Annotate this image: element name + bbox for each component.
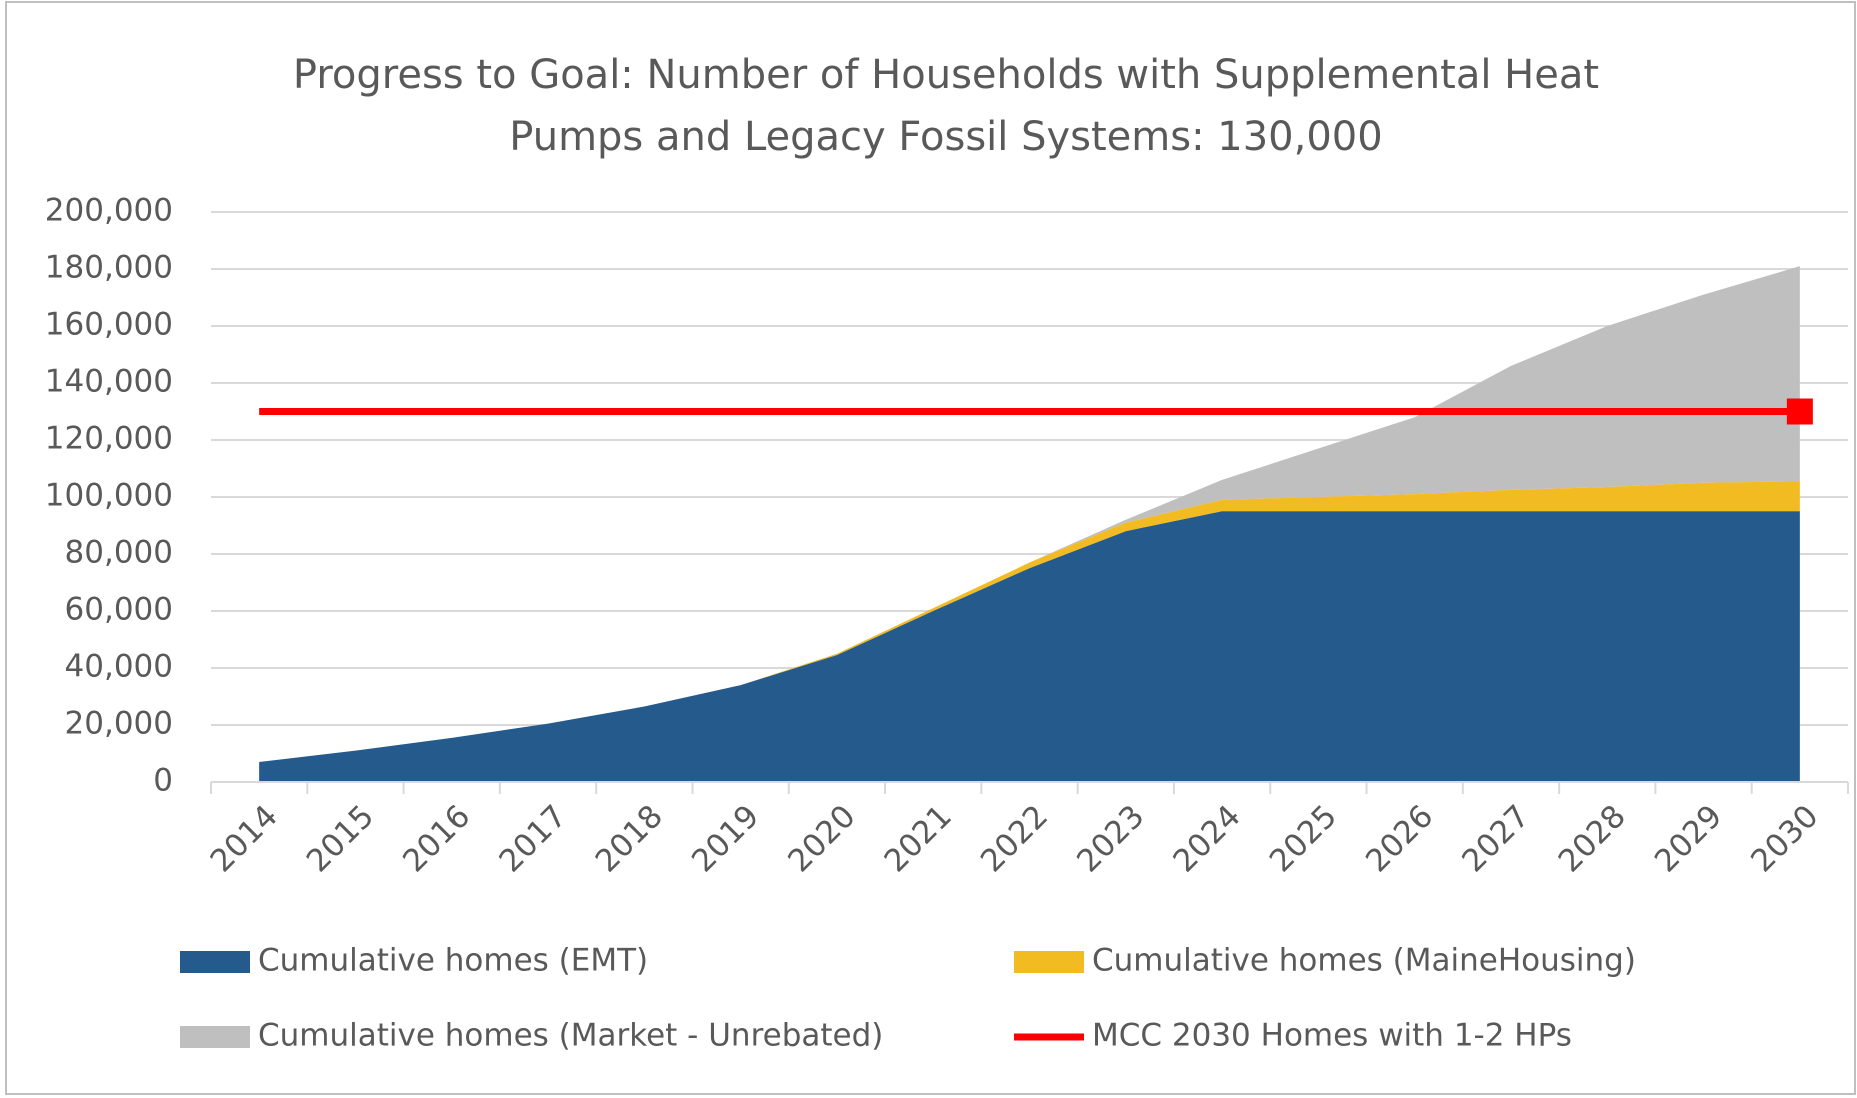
x-tick-label: 2026 bbox=[1359, 798, 1440, 879]
x-tick-label: 2023 bbox=[1070, 798, 1151, 879]
legend-swatch bbox=[180, 951, 250, 973]
y-tick-label: 140,000 bbox=[45, 364, 173, 400]
chart-border bbox=[5, 1, 1856, 1095]
x-tick-label: 2017 bbox=[492, 798, 573, 879]
area bbox=[259, 481, 1800, 763]
x-tick-label: 2030 bbox=[1744, 798, 1825, 879]
y-tick-label: 80,000 bbox=[65, 535, 173, 571]
x-tick-label: 2021 bbox=[878, 798, 959, 879]
y-tick-label: 180,000 bbox=[45, 250, 173, 286]
y-tick-label: 0 bbox=[153, 763, 173, 799]
legend-label: Cumulative homes (Market - Unrebated) bbox=[258, 1018, 883, 1054]
area bbox=[259, 511, 1800, 782]
x-tick-label: 2024 bbox=[1167, 798, 1248, 879]
x-tick-label: 2022 bbox=[974, 798, 1055, 879]
y-tick-label: 40,000 bbox=[65, 649, 173, 685]
legend-swatch bbox=[180, 1026, 250, 1048]
y-tick-label: 100,000 bbox=[45, 478, 173, 514]
y-tick-label: 60,000 bbox=[65, 592, 173, 628]
x-tick-label: 2025 bbox=[1263, 798, 1344, 879]
x-tick-label: 2029 bbox=[1648, 798, 1729, 879]
chart-title: Progress to Goal: Number of Households w… bbox=[292, 52, 1600, 160]
legend-label: Cumulative homes (MaineHousing) bbox=[1092, 943, 1636, 979]
y-tick-label: 120,000 bbox=[45, 421, 173, 457]
x-tick-label: 2014 bbox=[204, 798, 285, 879]
legend-label: Cumulative homes (EMT) bbox=[258, 943, 648, 979]
x-tick-label: 2016 bbox=[396, 798, 477, 879]
y-tick-label: 20,000 bbox=[65, 706, 173, 742]
x-tick-label: 2015 bbox=[300, 798, 381, 879]
legend-swatch bbox=[1014, 951, 1084, 973]
y-tick-label: 160,000 bbox=[45, 307, 173, 343]
area bbox=[259, 266, 1800, 763]
line-marker bbox=[1786, 398, 1813, 425]
x-tick-label: 2028 bbox=[1552, 798, 1633, 879]
x-tick-label: 2018 bbox=[589, 798, 670, 879]
legend-label: MCC 2030 Homes with 1-2 HPs bbox=[1092, 1018, 1572, 1054]
x-tick-label: 2027 bbox=[1455, 798, 1536, 879]
x-tick-label: 2019 bbox=[685, 798, 766, 879]
x-tick-label: 2020 bbox=[781, 798, 862, 879]
y-tick-label: 200,000 bbox=[45, 193, 173, 229]
